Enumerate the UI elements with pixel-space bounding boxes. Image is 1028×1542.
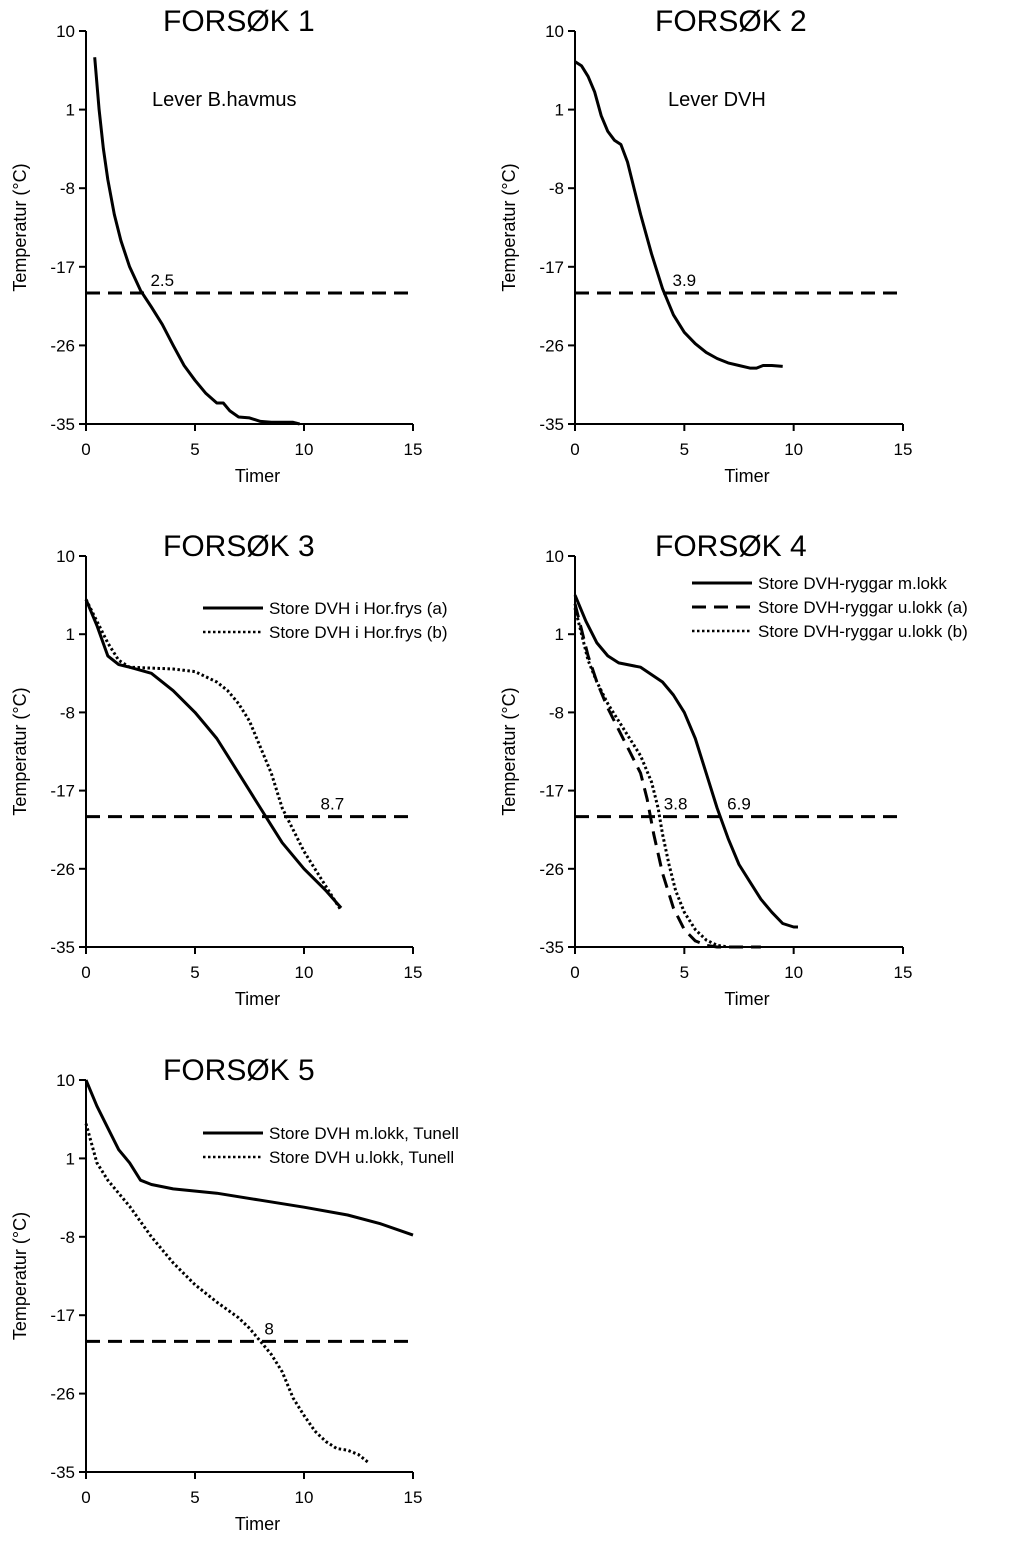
chart-panel-3: FORSØK 3 -35 -26 -17 -8 1 10 0 5 10 15 Timer Tempera… <box>10 530 448 1009</box>
y-tick-label: 1 <box>66 1149 75 1168</box>
x-tick-label: 10 <box>295 963 314 982</box>
y-tick-label: -26 <box>50 336 75 355</box>
series-line-1 <box>84 598 343 909</box>
chart-subtitle: Lever DVH <box>668 89 766 111</box>
y-tick-label: -26 <box>539 336 564 355</box>
y-tick-label: -8 <box>60 1228 75 1247</box>
chart-panel-1: FORSØK 1 Lever B.havmus -35 -26 -17 -8 1 10 0 5 10… <box>10 5 422 486</box>
x-tick-label: 0 <box>81 440 90 459</box>
y-axis-label: Temperatur (°C) <box>499 163 519 291</box>
legend-label: Store DVH i Hor.frys (b) <box>269 623 448 642</box>
legend-label: Store DVH u.lokk, Tunell <box>269 1148 454 1167</box>
x-tick-label: 15 <box>894 440 913 459</box>
x-axis-label: Timer <box>235 1514 280 1534</box>
y-tick-label: 10 <box>545 22 564 41</box>
series-line-3 <box>573 607 729 949</box>
chart-panel-5: FORSØK 5 -35 -26 -17 -8 1 10 0 5 10 15 Timer Tempera… <box>10 1054 459 1534</box>
series-line-2 <box>573 603 761 949</box>
y-tick-label: 1 <box>555 625 564 644</box>
x-tick-label: 10 <box>784 963 803 982</box>
y-tick-label: 10 <box>56 1071 75 1090</box>
x-tick-label: 5 <box>680 440 689 459</box>
series-line-1 <box>84 1079 414 1237</box>
x-tick-label: 5 <box>190 1488 199 1507</box>
y-tick-label: 10 <box>56 22 75 41</box>
x-axis-label: Timer <box>724 466 769 486</box>
y-axis-label: Temperatur (°C) <box>499 687 519 815</box>
series-line-2 <box>84 598 343 912</box>
crossing-time-label: 8 <box>264 1319 273 1338</box>
legend-label: Store DVH-ryggar u.lokk (a) <box>758 598 968 617</box>
y-tick-label: -35 <box>539 415 564 434</box>
x-tick-label: 10 <box>295 440 314 459</box>
y-tick-label: 1 <box>66 625 75 644</box>
legend-label: Store DVH i Hor.frys (a) <box>269 599 448 618</box>
crossing-time-label: 2.5 <box>150 271 174 290</box>
x-tick-label: 15 <box>404 440 423 459</box>
y-tick-label: -17 <box>539 258 564 277</box>
y-tick-label: -35 <box>539 938 564 957</box>
y-axis-label: Temperatur (°C) <box>10 163 30 291</box>
chart-title: FORSØK 1 <box>163 5 315 38</box>
x-tick-label: 0 <box>570 440 579 459</box>
y-tick-label: -26 <box>50 1385 75 1404</box>
chart-title: FORSØK 5 <box>163 1054 315 1087</box>
legend-label: Store DVH m.lokk, Tunell <box>269 1124 459 1143</box>
y-tick-label: -8 <box>60 179 75 198</box>
y-tick-label: -35 <box>50 938 75 957</box>
x-tick-label: 0 <box>81 1488 90 1507</box>
x-tick-label: 15 <box>404 963 423 982</box>
y-tick-label: -26 <box>539 860 564 879</box>
x-tick-label: 15 <box>404 1488 423 1507</box>
x-axis-label: Timer <box>724 989 769 1009</box>
y-tick-label: 10 <box>56 547 75 566</box>
y-tick-label: -17 <box>50 1306 75 1325</box>
series-line-1 <box>573 594 798 929</box>
y-tick-label: -17 <box>539 782 564 801</box>
series-line-2 <box>84 1123 371 1465</box>
y-axis-label: Temperatur (°C) <box>10 1212 30 1340</box>
x-tick-label: 0 <box>81 963 90 982</box>
series-line-1 <box>574 60 783 370</box>
legend: Store DVH m.lokk, Tunell Store DVH u.lokk… <box>203 1124 459 1167</box>
legend-label: Store DVH-ryggar m.lokk <box>758 574 947 593</box>
y-tick-label: -17 <box>50 782 75 801</box>
y-tick-label: -8 <box>549 179 564 198</box>
chart-subtitle: Lever B.havmus <box>152 89 297 111</box>
y-tick-label: -26 <box>50 860 75 879</box>
y-tick-label: -35 <box>50 1463 75 1482</box>
y-tick-label: -8 <box>549 703 564 722</box>
x-tick-label: 5 <box>190 440 199 459</box>
x-tick-label: 5 <box>680 963 689 982</box>
y-axis-label: Temperatur (°C) <box>10 687 30 815</box>
y-tick-label: -8 <box>60 703 75 722</box>
y-tick-label: -35 <box>50 415 75 434</box>
chart-title: FORSØK 2 <box>655 5 807 38</box>
y-tick-label: 10 <box>545 547 564 566</box>
legend: Store DVH-ryggar m.lokk Store DVH-ryggar … <box>692 574 968 641</box>
legend: Store DVH i Hor.frys (a) Store DVH i Hor.… <box>203 599 448 642</box>
crossing-time-label: 3.9 <box>673 271 697 290</box>
y-tick-label: 1 <box>555 101 564 120</box>
chart-title: FORSØK 3 <box>163 530 315 563</box>
x-tick-label: 10 <box>295 1488 314 1507</box>
chart-panel-2: FORSØK 2 Lever DVH -35 -26 -17 -8 1 10 0 5 10 15 Tim… <box>499 5 912 486</box>
x-tick-label: 0 <box>570 963 579 982</box>
series-line-1 <box>93 57 300 426</box>
crossing-time-label: 6.9 <box>727 795 751 814</box>
chart-title: FORSØK 4 <box>655 530 807 563</box>
x-axis-label: Timer <box>235 466 280 486</box>
crossing-time-label: 8.7 <box>321 795 345 814</box>
y-tick-label: -17 <box>50 258 75 277</box>
x-tick-label: 10 <box>784 440 803 459</box>
x-axis-label: Timer <box>235 989 280 1009</box>
legend-label: Store DVH-ryggar u.lokk (b) <box>758 622 968 641</box>
crossing-time-label: 3.8 <box>664 795 688 814</box>
x-tick-label: 5 <box>190 963 199 982</box>
chart-panel-4: FORSØK 4 -35 -26 -17 -8 1 10 0 5 10 15 Timer Tempera… <box>499 530 968 1009</box>
x-tick-label: 15 <box>894 963 913 982</box>
y-tick-label: 1 <box>66 101 75 120</box>
